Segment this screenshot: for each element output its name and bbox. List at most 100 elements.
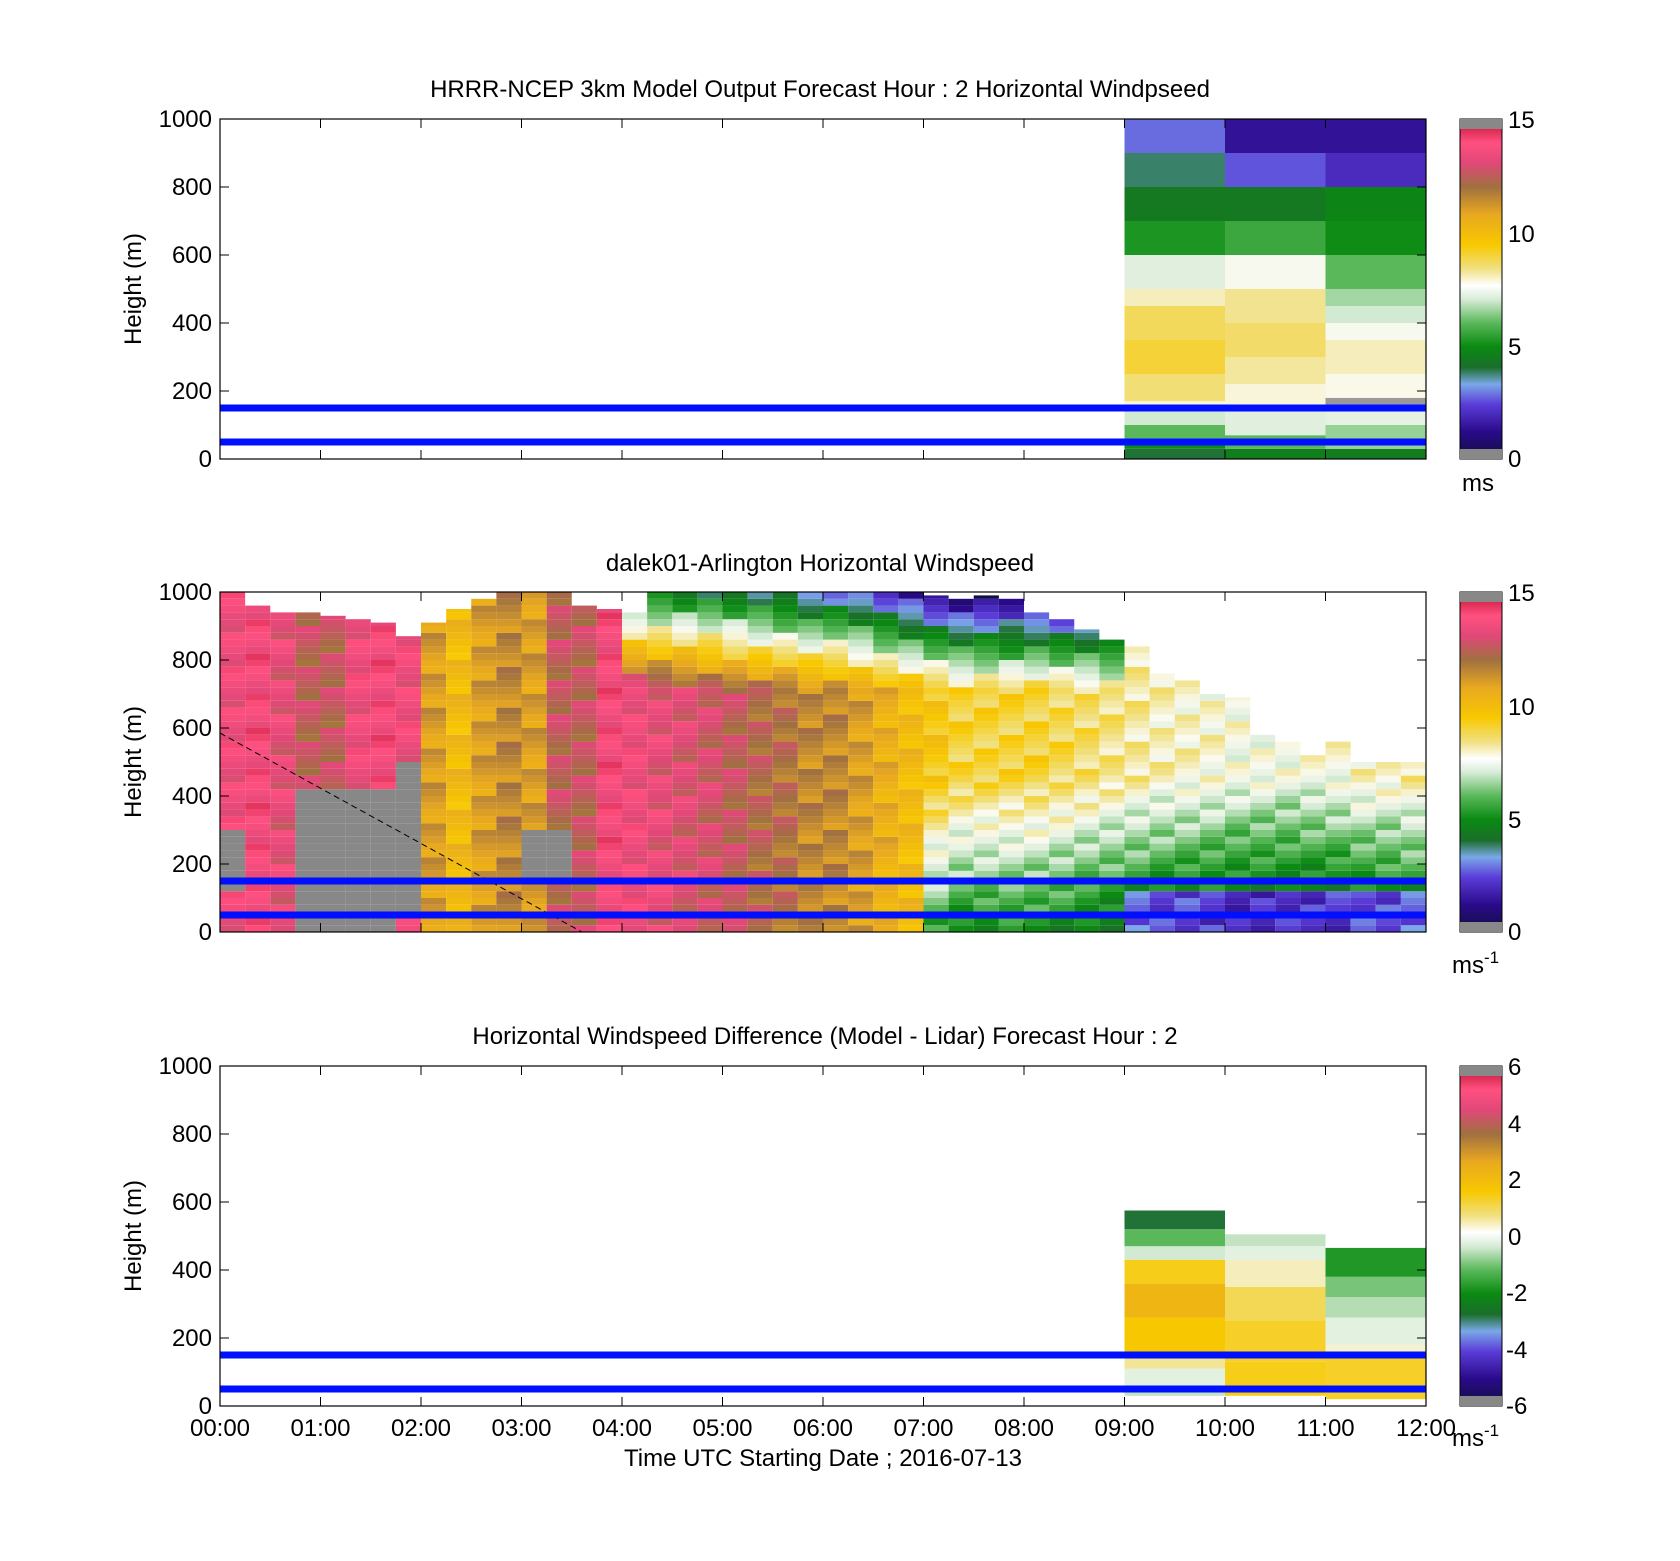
- heatmap-cell: [496, 782, 522, 790]
- heatmap-cell: [848, 802, 874, 810]
- heatmap-cell: [1300, 762, 1326, 769]
- heatmap-cell: [421, 789, 447, 796]
- heatmap-cell: [898, 768, 924, 776]
- heatmap-cell: [647, 823, 673, 830]
- heatmap-cell: [747, 775, 773, 783]
- heatmap-cell: [245, 843, 271, 851]
- heatmap-cell: [973, 762, 999, 769]
- heatmap-cell: [772, 626, 798, 633]
- heatmap-cell: [697, 632, 723, 640]
- y-tick-label: 1000: [159, 106, 212, 133]
- heatmap-cell: [395, 748, 422, 756]
- heatmap-cell: [571, 660, 597, 667]
- heatmap-cell: [1325, 187, 1426, 221]
- heatmap-cell: [697, 925, 723, 932]
- heatmap-cell: [596, 700, 623, 708]
- y-tick-label: 400: [172, 310, 212, 337]
- heatmap-cell: [1250, 904, 1276, 912]
- heatmap-cell: [270, 741, 296, 749]
- heatmap-cell: [446, 680, 472, 688]
- heatmap-cell: [471, 639, 497, 647]
- heatmap-cell: [596, 619, 623, 626]
- heatmap-cell: [1325, 741, 1351, 749]
- heatmap-cell: [345, 728, 371, 735]
- heatmap-cell: [1375, 857, 1401, 864]
- heatmap-cell: [1024, 694, 1050, 701]
- heatmap-cell: [521, 843, 547, 851]
- heatmap-cell: [722, 884, 748, 892]
- heatmap-cell: [270, 660, 296, 667]
- heatmap-cell: [923, 782, 949, 790]
- heatmap-cell: [772, 891, 798, 898]
- heatmap-cell: [848, 789, 874, 796]
- heatmap-cell: [496, 768, 522, 776]
- heatmap-cell: [1199, 802, 1226, 810]
- heatmap-cell: [747, 870, 773, 878]
- heatmap-cell: [471, 830, 497, 837]
- heatmap-cell: [1024, 619, 1050, 626]
- heatmap-cell: [1124, 816, 1150, 824]
- heatmap-cell: [446, 748, 472, 756]
- heatmap-cell: [1225, 697, 1251, 701]
- heatmap-cell: [772, 898, 798, 905]
- heatmap-cell: [1074, 789, 1100, 796]
- heatmap-cell: [521, 830, 547, 837]
- heatmap-cell: [320, 721, 346, 728]
- heatmap-cell: [1199, 884, 1226, 892]
- heatmap-cell: [848, 836, 874, 844]
- heatmap-cell: [1074, 891, 1100, 898]
- heatmap-cell: [521, 653, 547, 660]
- heatmap-cell: [1350, 823, 1376, 830]
- heatmap-cell: [1225, 448, 1326, 459]
- heatmap-cell: [1275, 898, 1301, 905]
- heatmap-cell: [747, 632, 773, 640]
- heatmap-cell: [370, 700, 396, 708]
- heatmap-cell: [220, 836, 246, 844]
- heatmap-cell: [1350, 802, 1376, 810]
- heatmap-cell: [747, 687, 773, 694]
- heatmap-cell: [245, 653, 271, 660]
- heatmap-cell: [647, 850, 673, 858]
- heatmap-cell: [1225, 221, 1326, 255]
- heatmap-cell: [898, 755, 924, 762]
- heatmap-cell: [1400, 809, 1427, 817]
- heatmap-cell: [1400, 918, 1427, 926]
- heatmap-cell: [345, 925, 371, 932]
- heatmap-cell: [496, 666, 522, 674]
- heatmap-cell: [1124, 680, 1150, 688]
- heatmap-cell: [220, 823, 246, 830]
- heatmap-cell: [521, 626, 547, 633]
- heatmap-cell: [571, 925, 597, 932]
- heatmap-cell: [998, 598, 1025, 606]
- heatmap-cell: [471, 850, 497, 858]
- heatmap-cell: [1149, 823, 1175, 830]
- heatmap-cell: [797, 802, 824, 810]
- heatmap-cell: [722, 789, 748, 796]
- heatmap-cell: [722, 666, 748, 674]
- heatmap-cell: [772, 734, 798, 742]
- heatmap-cell: [1049, 666, 1075, 674]
- heatmap-cell: [898, 721, 924, 728]
- heatmap-cell: [747, 836, 773, 844]
- heatmap-cell: [295, 626, 321, 633]
- heatmap-cell: [747, 639, 773, 647]
- heatmap-cell: [672, 782, 698, 790]
- heatmap-cell: [471, 748, 497, 756]
- heatmap-cell: [421, 700, 447, 708]
- heatmap-cell: [747, 898, 773, 905]
- heatmap-cell: [823, 632, 849, 640]
- heatmap-cell: [622, 904, 648, 912]
- heatmap-cell: [647, 619, 673, 626]
- heatmap-cell: [923, 632, 949, 640]
- heatmap-cell: [370, 622, 396, 626]
- heatmap-cell: [797, 755, 824, 762]
- heatmap-cell: [546, 741, 572, 749]
- heatmap-cell: [1250, 850, 1276, 858]
- heatmap-cell: [1300, 775, 1326, 783]
- heatmap-cell: [1275, 789, 1301, 796]
- heatmap-cell: [923, 775, 949, 783]
- y-tick-label: 600: [172, 242, 212, 269]
- heatmap-cell: [521, 755, 547, 762]
- heatmap-cell: [697, 700, 723, 708]
- heatmap-cell: [672, 775, 698, 783]
